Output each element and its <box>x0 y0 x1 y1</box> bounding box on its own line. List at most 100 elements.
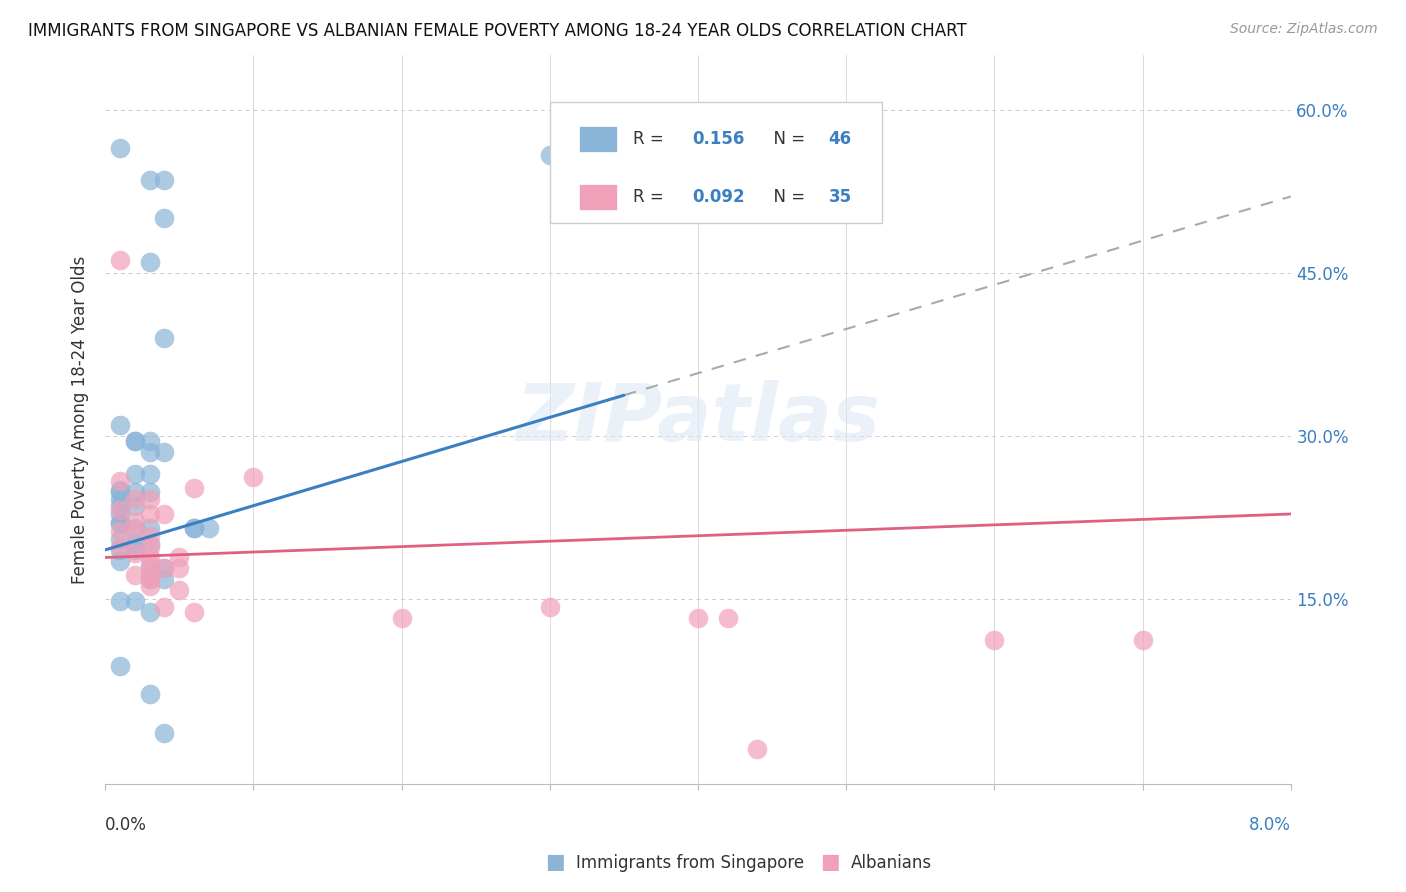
Point <box>108 507 131 521</box>
Text: 0.156: 0.156 <box>692 130 744 148</box>
Text: ZIPatlas: ZIPatlas <box>516 380 880 458</box>
Point <box>138 445 160 459</box>
Point <box>108 594 131 608</box>
Point <box>108 532 131 546</box>
Point <box>138 579 160 593</box>
Point <box>153 331 176 345</box>
Point <box>138 572 160 586</box>
Text: 8.0%: 8.0% <box>1249 816 1291 834</box>
Point <box>138 507 160 521</box>
Point <box>183 521 205 535</box>
Point <box>686 611 709 625</box>
Point <box>138 540 160 554</box>
Point <box>108 659 131 673</box>
FancyBboxPatch shape <box>550 103 882 223</box>
Point <box>124 524 146 539</box>
FancyBboxPatch shape <box>579 126 617 152</box>
Point <box>138 572 160 586</box>
Text: 0.092: 0.092 <box>692 188 745 206</box>
Point <box>153 572 176 586</box>
Point <box>138 688 160 702</box>
Point <box>198 521 221 535</box>
Point <box>153 445 176 459</box>
Text: N =: N = <box>763 130 811 148</box>
Point <box>138 434 160 449</box>
Point <box>138 173 160 187</box>
Point <box>169 550 191 565</box>
Text: 35: 35 <box>828 188 852 206</box>
Point <box>138 550 160 565</box>
Point <box>538 148 561 162</box>
Point <box>108 475 131 489</box>
Point <box>124 500 146 514</box>
Text: Source: ZipAtlas.com: Source: ZipAtlas.com <box>1230 22 1378 37</box>
Point <box>1132 633 1154 648</box>
Point <box>138 521 160 535</box>
Point <box>138 567 160 582</box>
Point <box>747 742 769 756</box>
Point <box>983 633 1005 648</box>
Point <box>108 417 131 432</box>
Text: R =: R = <box>633 130 669 148</box>
Point <box>183 481 205 495</box>
Point <box>153 725 176 739</box>
Point <box>124 594 146 608</box>
Point <box>538 600 561 615</box>
Point <box>391 611 413 625</box>
Point <box>124 491 146 506</box>
Text: Immigrants from Singapore: Immigrants from Singapore <box>576 855 804 872</box>
Text: ■: ■ <box>546 853 565 872</box>
Point <box>153 561 176 575</box>
Point <box>124 567 146 582</box>
Point <box>183 605 205 619</box>
Point <box>138 561 160 575</box>
Point <box>138 529 160 543</box>
Point <box>124 434 146 449</box>
Text: R =: R = <box>633 188 669 206</box>
Point <box>108 483 131 497</box>
Point <box>138 467 160 481</box>
Point <box>153 211 176 226</box>
Point <box>108 516 131 530</box>
Point <box>124 521 146 535</box>
Point <box>183 521 205 535</box>
Point <box>153 600 176 615</box>
Text: IMMIGRANTS FROM SINGAPORE VS ALBANIAN FEMALE POVERTY AMONG 18-24 YEAR OLDS CORRE: IMMIGRANTS FROM SINGAPORE VS ALBANIAN FE… <box>28 22 967 40</box>
Point <box>108 485 131 500</box>
Point <box>153 173 176 187</box>
Point <box>138 605 160 619</box>
Point <box>124 546 146 560</box>
Text: Albanians: Albanians <box>851 855 932 872</box>
Point <box>108 500 131 514</box>
Point <box>153 507 176 521</box>
Point <box>124 485 146 500</box>
Point <box>138 254 160 268</box>
Point <box>108 554 131 568</box>
Point <box>108 542 131 557</box>
Point <box>717 611 740 625</box>
Point <box>108 252 131 267</box>
Y-axis label: Female Poverty Among 18-24 Year Olds: Female Poverty Among 18-24 Year Olds <box>72 255 89 583</box>
Point <box>169 561 191 575</box>
Point <box>108 540 131 554</box>
Point <box>124 434 146 449</box>
Point <box>124 537 146 551</box>
Text: ■: ■ <box>820 853 839 872</box>
Point <box>108 524 131 539</box>
Point <box>169 583 191 598</box>
Point <box>124 467 146 481</box>
Text: 0.0%: 0.0% <box>105 816 148 834</box>
Point <box>108 502 131 516</box>
Point <box>108 491 131 506</box>
Point <box>242 470 264 484</box>
Point <box>138 491 160 506</box>
Point <box>108 516 131 530</box>
Point <box>124 514 146 528</box>
Point <box>108 140 131 154</box>
Point <box>138 557 160 571</box>
Point <box>124 542 146 557</box>
FancyBboxPatch shape <box>579 184 617 211</box>
Text: 46: 46 <box>828 130 852 148</box>
Point <box>153 561 176 575</box>
Text: N =: N = <box>763 188 811 206</box>
